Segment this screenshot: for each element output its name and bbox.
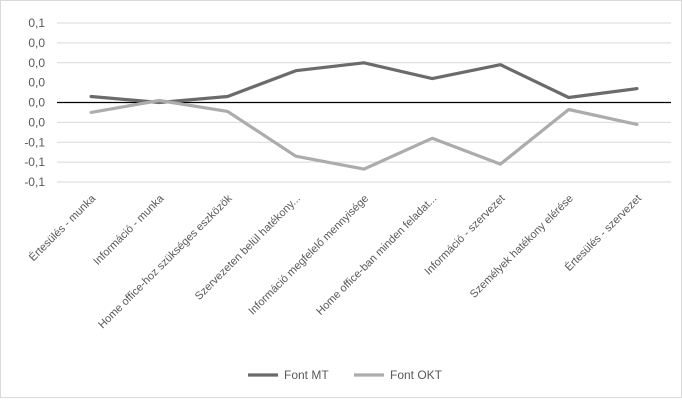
data-point <box>226 95 229 98</box>
y-axis-tick-labels: 0,1 0,0 0,0 0,0 0,0 0,0 -0,1 -0,1 -0,1 <box>24 16 45 189</box>
legend: Font MT Font OKT <box>248 368 443 382</box>
data-point <box>499 63 502 66</box>
legend-label: Font OKT <box>390 368 443 382</box>
x-category-label: Értesülés - szervezet <box>562 192 644 274</box>
x-category-label: Információ megfelelő mennyisége <box>246 193 371 318</box>
data-point <box>89 111 93 114</box>
y-tick-label: -0,1 <box>24 155 45 169</box>
y-tick-label: -0,1 <box>24 175 45 189</box>
x-category-label: Home office-hoz szükséges eszközök <box>96 192 235 331</box>
data-point <box>635 123 639 126</box>
y-tick-label: 0,1 <box>28 16 45 30</box>
data-point <box>635 87 639 90</box>
data-point <box>226 110 229 113</box>
data-point <box>567 108 570 111</box>
x-category-label: Home office-ban minden feladat... <box>314 193 439 318</box>
y-tick-label: 0,0 <box>28 56 45 70</box>
data-point <box>89 95 93 98</box>
series-line-2 <box>89 98 639 171</box>
y-tick-label: 0,0 <box>28 36 45 50</box>
data-point <box>431 77 434 80</box>
series-lines <box>89 61 639 171</box>
data-point <box>499 162 502 166</box>
data-point <box>362 61 366 64</box>
y-tick-label: 0,0 <box>28 115 45 129</box>
y-tick-label: -0,1 <box>24 135 45 149</box>
data-point <box>294 154 297 158</box>
data-point <box>362 167 366 171</box>
legend-label: Font MT <box>284 368 329 382</box>
x-category-label: Értesülés - munka <box>26 191 98 263</box>
y-tick-label: 0,0 <box>28 76 45 90</box>
y-tick-label: 0,0 <box>28 96 45 110</box>
data-point <box>431 137 434 140</box>
x-category-label: Információ - munka <box>91 192 167 268</box>
data-point <box>158 99 161 102</box>
series-line-1 <box>89 61 639 105</box>
data-point <box>567 96 570 99</box>
data-point <box>294 69 297 72</box>
